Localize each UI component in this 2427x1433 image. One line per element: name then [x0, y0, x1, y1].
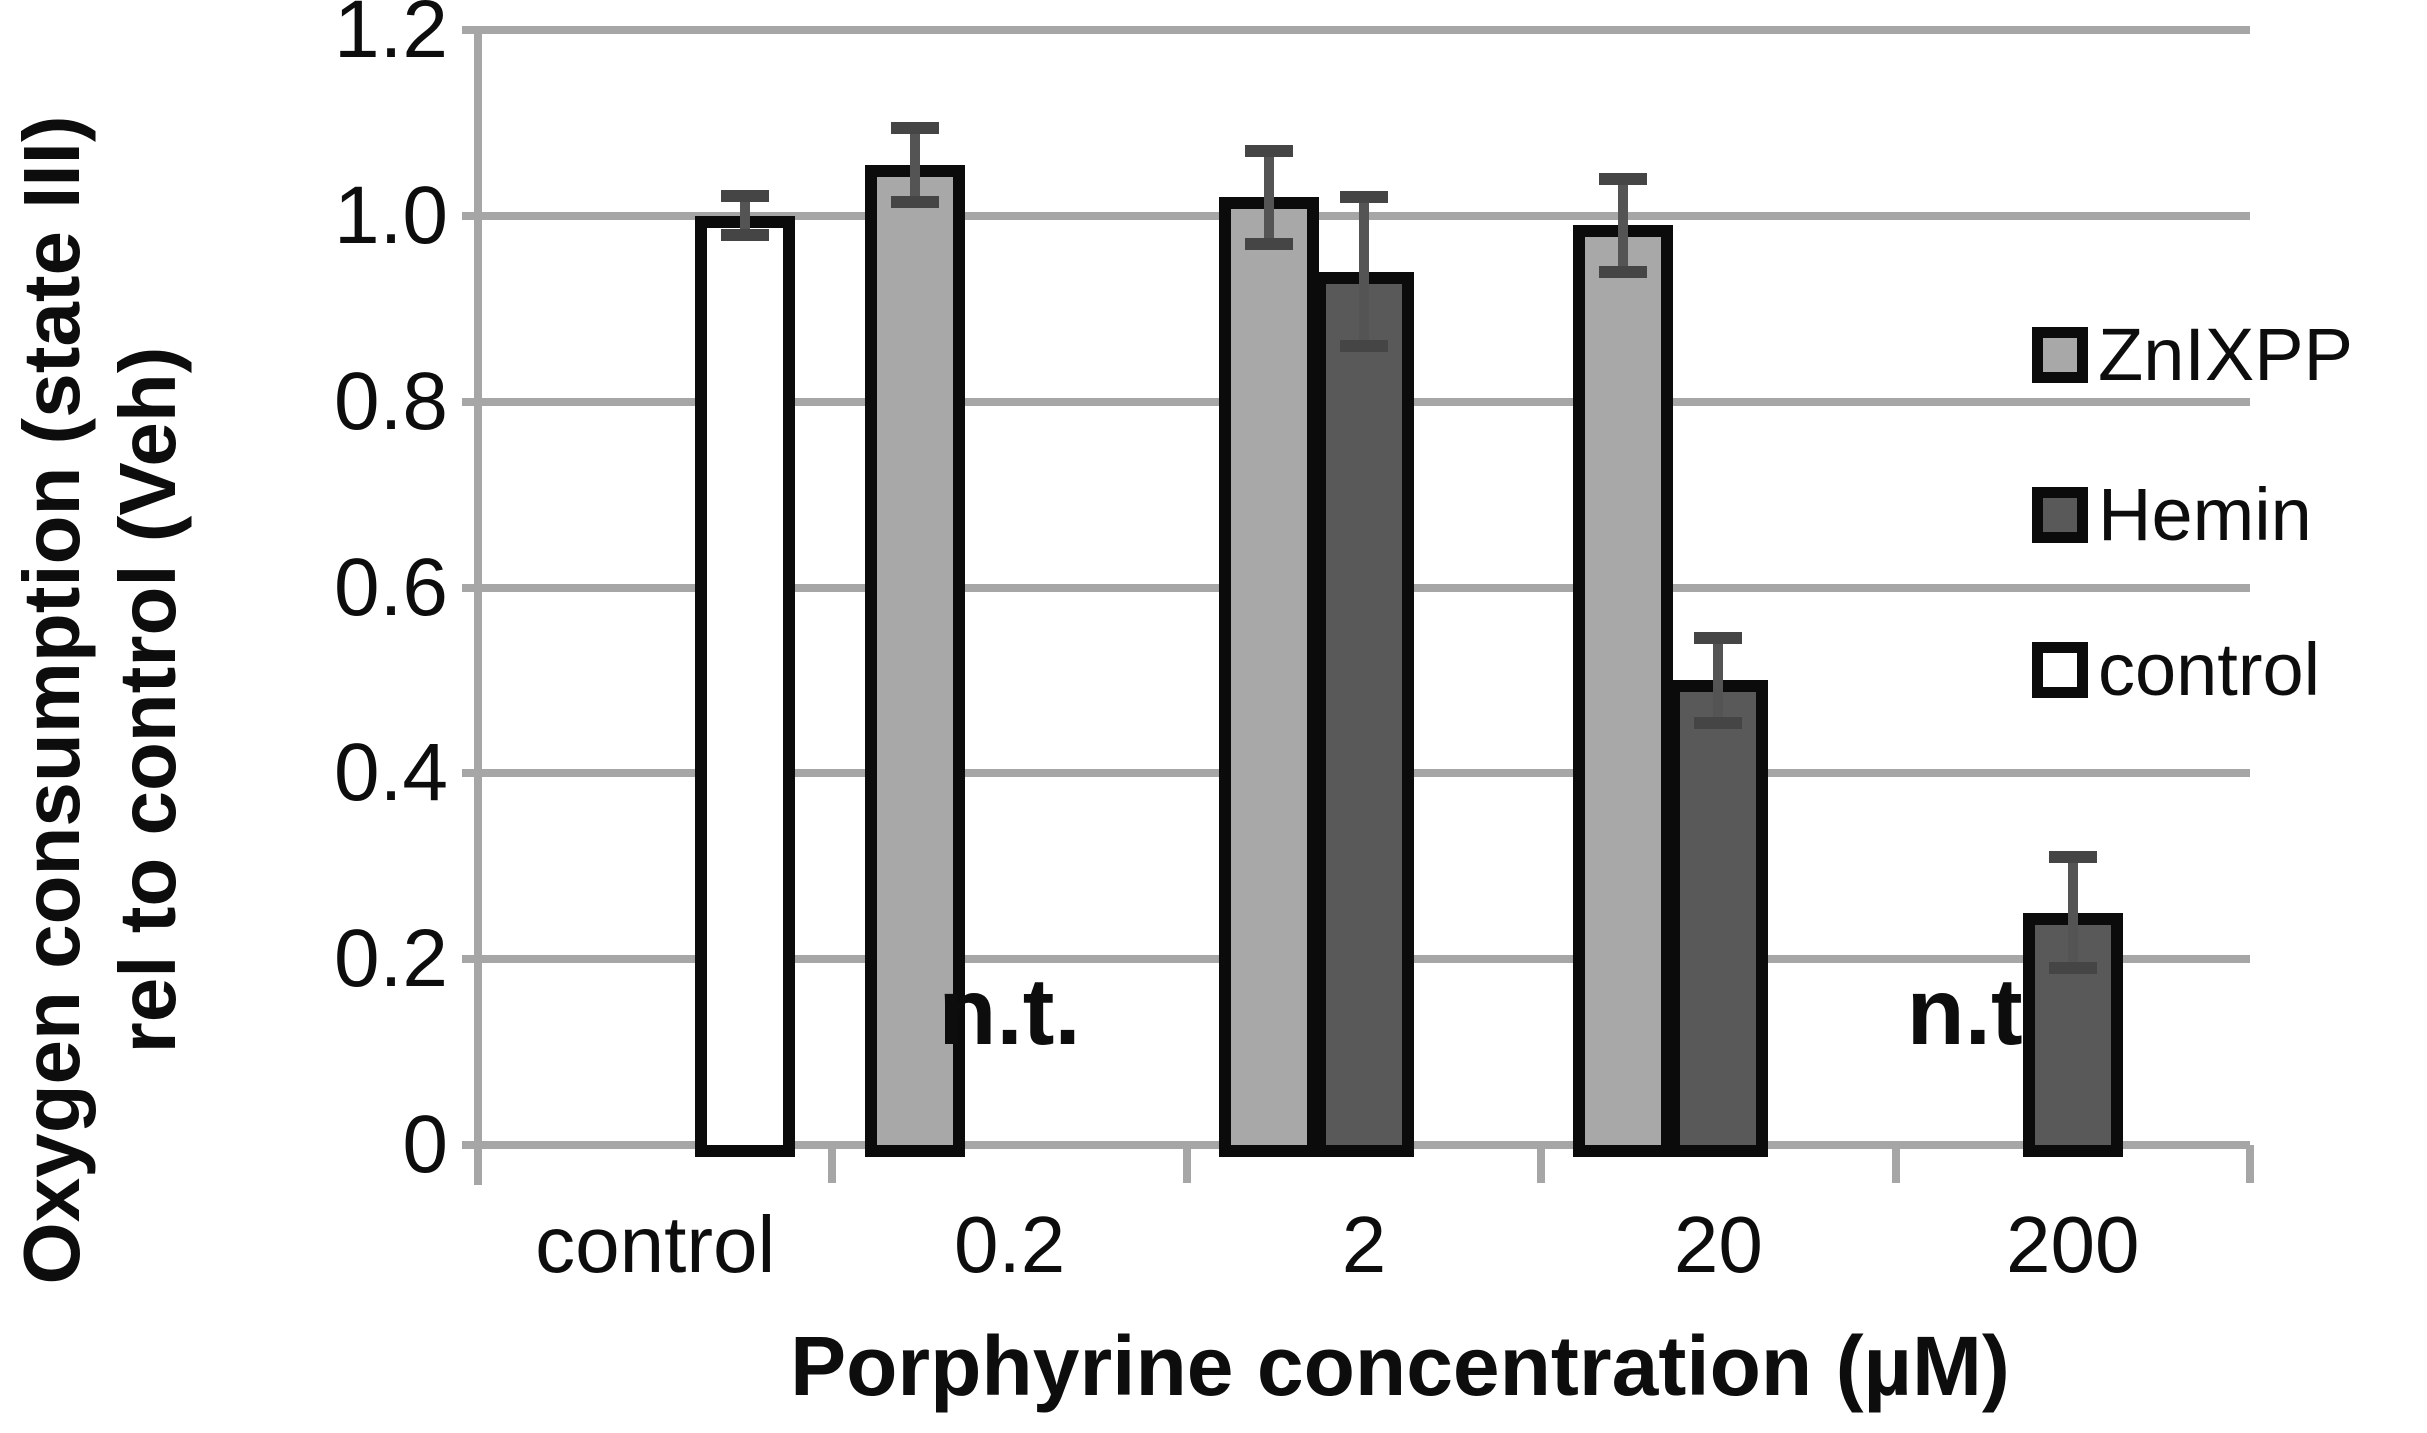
bar-ZnIXPP-20	[1573, 225, 1674, 1157]
legend-label-znixpp: ZnIXPP	[2098, 313, 2353, 396]
y-axis-tick-0.2	[462, 955, 482, 964]
error-bar-cap-bottom-ZnIXPP-2	[1245, 237, 1293, 250]
error-bar-cap-bottom-Hemin-20	[1694, 717, 1743, 730]
error-bar-ZnIXPP-0.2	[909, 127, 920, 202]
error-bar-cap-top-Hemin-20	[1694, 631, 1743, 644]
y-axis-tick-0.4	[462, 769, 482, 778]
y-axis-title: Oxygen consumption (state III) rel to co…	[4, 0, 196, 1433]
error-bar-cap-top-ZnIXPP-2	[1245, 144, 1293, 157]
error-bar-cap-top-ZnIXPP-0.2	[890, 121, 939, 134]
gridline-1.2	[478, 26, 2250, 34]
legend-label-hemin: Hemin	[2098, 473, 2312, 556]
y-tick-label-0.8: 0.8	[334, 355, 448, 447]
x-tick-label-2: 2	[1341, 1200, 1387, 1289]
error-bar-cap-top-control-control	[721, 190, 770, 203]
bar-control-control	[695, 215, 796, 1157]
error-bar-cap-bottom-ZnIXPP-0.2	[890, 195, 939, 208]
x-axis-tick-3	[1891, 1145, 1900, 1183]
y-tick-label-0.6: 0.6	[334, 541, 448, 633]
y-tick-label-0.4: 0.4	[334, 727, 448, 819]
legend-entry-hemin: Hemin	[2032, 478, 2312, 552]
legend-swatch-hemin	[2032, 487, 2088, 543]
error-bar-control-control	[740, 196, 751, 236]
y-tick-label-0: 0	[402, 1099, 448, 1190]
error-bar-cap-top-Hemin-200	[2048, 850, 2097, 863]
x-tick-label-20: 20	[1673, 1200, 1763, 1289]
error-bar-cap-top-Hemin-2	[1340, 191, 1388, 204]
y-axis-tick-0	[462, 1141, 482, 1149]
y-axis-title-line2: rel to control (Veh)	[103, 346, 192, 1054]
error-bar-cap-top-ZnIXPP-20	[1599, 172, 1648, 185]
error-bar-ZnIXPP-20	[1618, 178, 1629, 272]
bar-ZnIXPP-2	[1219, 197, 1319, 1157]
error-bar-Hemin-20	[1713, 637, 1724, 724]
y-axis-tick-1.2	[462, 26, 482, 34]
error-bar-cap-bottom-control-control	[721, 229, 770, 242]
error-bar-ZnIXPP-2	[1264, 150, 1274, 244]
bar-Hemin-20	[1668, 680, 1769, 1157]
y-axis-title-line1: Oxygen consumption (state III)	[7, 115, 96, 1285]
legend-swatch-control	[2032, 642, 2088, 698]
bar-Hemin-2	[1314, 271, 1414, 1157]
error-bar-cap-bottom-ZnIXPP-20	[1599, 265, 1648, 278]
x-axis-tick-2	[1537, 1145, 1546, 1183]
x-axis-tick-0	[828, 1145, 837, 1183]
error-bar-Hemin-2	[1359, 197, 1369, 346]
y-axis-tick-1.0	[462, 211, 482, 220]
y-tick-label-0.2: 0.2	[334, 913, 448, 1005]
legend-swatch-znixpp	[2032, 327, 2088, 383]
x-axis-title: Porphyrine concentration (µM)	[790, 1319, 2010, 1413]
x-tick-label-control: control	[535, 1200, 776, 1289]
legend-entry-znixpp: ZnIXPP	[2032, 318, 2353, 392]
y-axis-tick-0.6	[462, 583, 482, 592]
x-tick-label-200: 200	[2006, 1200, 2140, 1289]
y-axis-line	[474, 30, 482, 1185]
y-tick-label-1.0: 1.0	[334, 169, 448, 261]
y-tick-label-1.2: 1.2	[334, 0, 448, 75]
x-axis-tick-1	[1182, 1145, 1191, 1183]
x-tick-label-0.2: 0.2	[953, 1200, 1066, 1289]
bar-ZnIXPP-0.2	[864, 164, 965, 1157]
legend-label-control: control	[2098, 628, 2321, 711]
legend-entry-control: control	[2032, 633, 2320, 707]
y-axis-tick-0.8	[462, 397, 482, 406]
x-axis-tick-4	[2246, 1145, 2254, 1183]
error-bar-Hemin-200	[2067, 856, 2078, 969]
error-bar-cap-bottom-Hemin-200	[2048, 962, 2097, 975]
not-tested-label-Hemin-0.2: n.t.	[938, 959, 1081, 1065]
error-bar-cap-bottom-Hemin-2	[1340, 339, 1388, 352]
